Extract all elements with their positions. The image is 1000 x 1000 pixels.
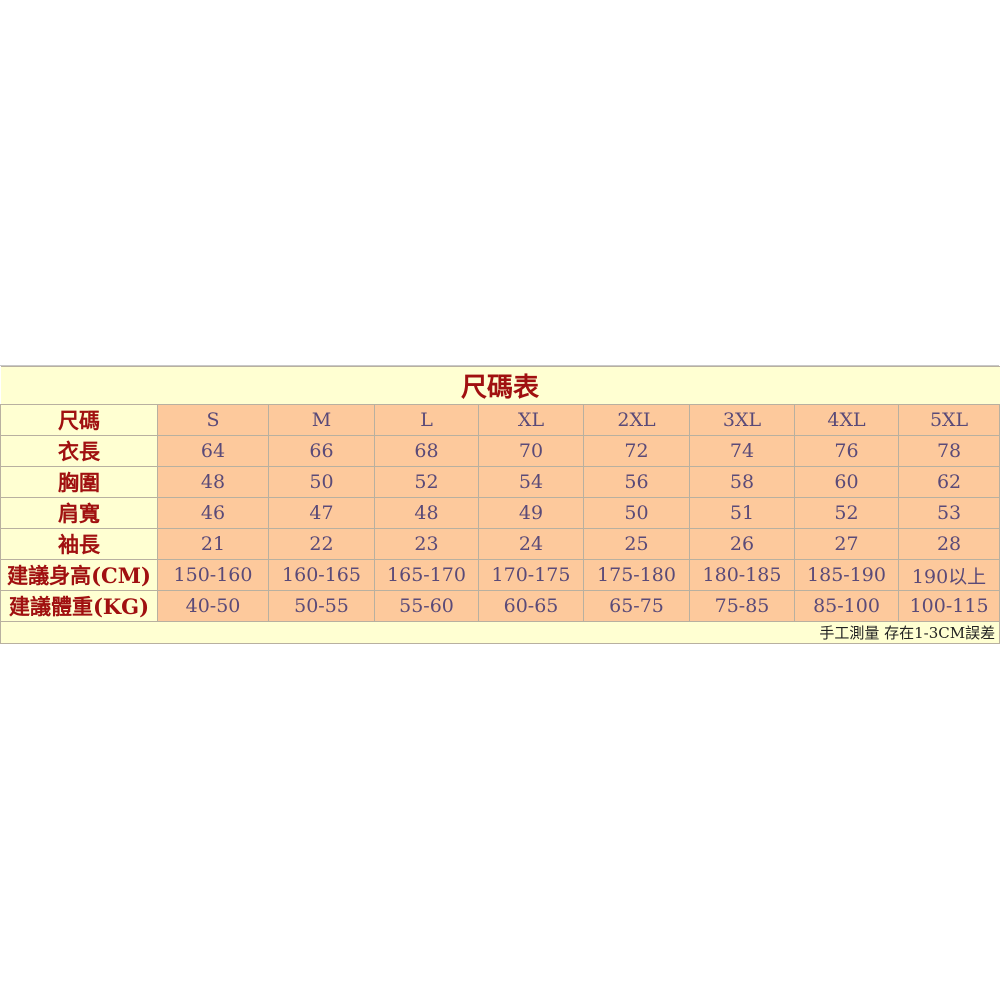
row-label: 袖長 [0,528,158,560]
table-cell: 165-170 [374,559,479,591]
row-label: 尺碼 [0,404,158,436]
row-label: 衣長 [0,435,158,467]
table-cell: 100-115 [897,590,1000,622]
table-cell: 58 [689,466,795,498]
table-row: 建議身高(CM) 150-160 160-165 165-170 170-175 175-… [0,559,1000,591]
table-cell: 72 [583,435,690,467]
table-row: 袖長 21 22 23 24 25 26 27 28 [0,528,1000,560]
table-cell: L [374,404,479,436]
table-cell: M [268,404,375,436]
table-cell: 51 [689,497,795,529]
table-row: 胸圍 48 50 52 54 56 58 60 62 [0,466,1000,498]
table-cell: 2XL [583,404,690,436]
table-cell: 52 [794,497,899,529]
table-cell: S [157,404,269,436]
table-cell: 175-180 [583,559,690,591]
table-cell: 25 [583,528,690,560]
table-cell: 65-75 [583,590,690,622]
row-label: 建議身高(CM) [0,559,158,591]
table-row: 衣長 64 66 68 70 72 74 76 78 [0,435,1000,467]
table-cell: 28 [897,528,1000,560]
table-cell: 50-55 [268,590,375,622]
table-cell: 21 [157,528,269,560]
table-cell: 70 [478,435,584,467]
table-cell: 185-190 [794,559,899,591]
table-cell: 64 [157,435,269,467]
table-cell: 24 [478,528,584,560]
table-cell: 56 [583,466,690,498]
table-cell: 47 [268,497,375,529]
table-cell: 46 [157,497,269,529]
table-cell: 40-50 [157,590,269,622]
table-cell: 5XL [897,404,1000,436]
table-row: 尺碼 S M L XL 2XL 3XL 4XL 5XL [0,404,1000,436]
table-cell: 74 [689,435,795,467]
table-cell: XL [478,404,584,436]
row-label: 肩寬 [0,497,158,529]
table-cell: 52 [374,466,479,498]
table-cell: 76 [794,435,899,467]
table-cell: 150-160 [157,559,269,591]
table-title: 尺碼表 [0,366,1000,405]
table-cell: 48 [157,466,269,498]
table-cell: 190以上 [897,559,1000,591]
table-cell: 60 [794,466,899,498]
row-label: 建議體重(KG) [0,590,158,622]
table-cell: 85-100 [794,590,899,622]
table-cell: 22 [268,528,375,560]
table-cell: 180-185 [689,559,795,591]
table-cell: 160-165 [268,559,375,591]
table-cell: 78 [897,435,1000,467]
table-cell: 75-85 [689,590,795,622]
table-cell: 66 [268,435,375,467]
table-cell: 4XL [794,404,899,436]
table-cell: 49 [478,497,584,529]
table-cell: 23 [374,528,479,560]
table-cell: 50 [583,497,690,529]
table-cell: 170-175 [478,559,584,591]
table-cell: 54 [478,466,584,498]
size-table: 尺碼表 尺碼 S M L XL 2XL 3XL 4XL 5XL 衣長 64 66 68 70 72 74 76 7… [0,366,1000,644]
table-cell: 53 [897,497,1000,529]
table-cell: 3XL [689,404,795,436]
table-row: 肩寬 46 47 48 49 50 51 52 53 [0,497,1000,529]
table-cell: 27 [794,528,899,560]
table-cell: 55-60 [374,590,479,622]
table-cell: 68 [374,435,479,467]
table-cell: 60-65 [478,590,584,622]
size-chart: 尺碼表 尺碼 S M L XL 2XL 3XL 4XL 5XL 衣長 64 66 68 70 72 74 76 7… [0,365,1000,644]
table-cell: 26 [689,528,795,560]
footnote: 手工測量 存在1-3CM誤差 [0,621,1000,644]
row-label: 胸圍 [0,466,158,498]
table-row: 建議體重(KG) 40-50 50-55 55-60 60-65 65-75 75-85 85… [0,590,1000,622]
table-cell: 48 [374,497,479,529]
table-cell: 62 [897,466,1000,498]
table-cell: 50 [268,466,375,498]
